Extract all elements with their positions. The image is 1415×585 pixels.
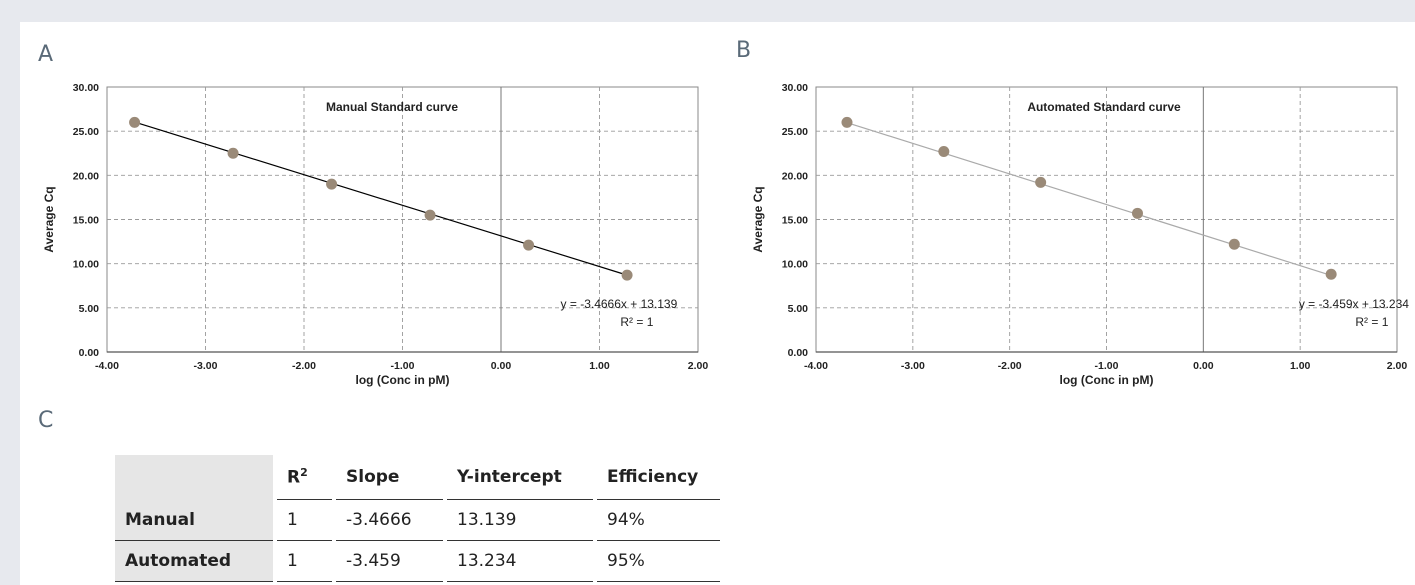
panel-label-c: C xyxy=(38,408,54,433)
y-tick-label: 25.00 xyxy=(782,126,808,138)
y-tick-label: 5.00 xyxy=(788,303,809,315)
y-tick-label: 25.00 xyxy=(73,126,99,138)
data-point xyxy=(938,145,950,157)
y-axis-label: Average Cq xyxy=(751,186,765,252)
cell-r2: 1 xyxy=(277,500,332,541)
y-tick-label: 20.00 xyxy=(782,170,808,182)
header-y-intercept: Y-intercept xyxy=(447,455,593,500)
table-row: Manual 1 -3.4666 13.139 94% xyxy=(115,500,720,541)
row-label-manual: Manual xyxy=(115,500,273,541)
y-tick-label: 10.00 xyxy=(73,259,99,271)
row-label-automated: Automated xyxy=(115,541,273,582)
data-point xyxy=(129,116,141,128)
y-tick-label: 0.00 xyxy=(79,347,100,359)
standard-curve-stats-table: R2 Slope Y-intercept Efficiency Manual 1… xyxy=(115,455,720,582)
x-tick-label: 1.00 xyxy=(1290,360,1311,372)
table-header-row: R2 Slope Y-intercept Efficiency xyxy=(115,455,720,500)
y-tick-label: 15.00 xyxy=(73,215,99,227)
r-squared-label: R² = 1 xyxy=(1355,315,1388,329)
y-tick-label: 30.00 xyxy=(73,82,99,94)
manual-standard-curve-chart: 0.00 5.00 10.00 15.00 20.00 25.00 30.00 -4.00 -3… xyxy=(42,82,709,387)
y-tick-label: 10.00 xyxy=(782,259,808,271)
x-axis-label: log (Conc in pM) xyxy=(1060,373,1154,387)
x-axis-label: log (Conc in pM) xyxy=(356,373,450,387)
data-point xyxy=(841,116,853,128)
y-tick-label: 20.00 xyxy=(73,170,99,182)
y-axis-label: Average Cq xyxy=(42,186,56,252)
x-tick-label: -2.00 xyxy=(998,360,1022,372)
data-point xyxy=(1035,176,1047,188)
data-point xyxy=(326,178,338,190)
header-efficiency: Efficiency xyxy=(597,455,720,500)
cell-slope: -3.4666 xyxy=(336,500,443,541)
chart-title: Manual Standard curve xyxy=(326,100,458,114)
header-r2: R2 xyxy=(277,455,332,500)
x-tick-label: -3.00 xyxy=(194,360,218,372)
x-tick-label: 0.00 xyxy=(491,360,512,372)
cell-y-intercept: 13.234 xyxy=(447,541,593,582)
trendline xyxy=(846,122,1332,277)
x-tick-label: 1.00 xyxy=(589,360,610,372)
data-point xyxy=(523,239,535,251)
cell-slope: -3.459 xyxy=(336,541,443,582)
x-tick-label: -4.00 xyxy=(95,360,119,372)
x-tick-label: -1.00 xyxy=(1095,360,1119,372)
table-row: Automated 1 -3.459 13.234 95% xyxy=(115,541,720,582)
data-point xyxy=(1325,268,1337,280)
trendline-equation: y = -3.4666x + 13.139 xyxy=(561,297,678,311)
chart-title: Automated Standard curve xyxy=(1027,100,1181,114)
panel-label-b: B xyxy=(736,38,752,63)
cell-efficiency: 95% xyxy=(597,541,720,582)
y-tick-label: 30.00 xyxy=(782,82,808,94)
y-tick-label: 15.00 xyxy=(782,215,808,227)
x-tick-label: -2.00 xyxy=(292,360,316,372)
x-tick-label: -1.00 xyxy=(391,360,415,372)
y-tick-label: 5.00 xyxy=(79,303,100,315)
data-point xyxy=(621,269,633,281)
trendline xyxy=(134,121,628,276)
cell-efficiency: 94% xyxy=(597,500,720,541)
panel-label-a: A xyxy=(38,42,54,67)
table-corner-cell xyxy=(115,455,273,500)
header-slope: Slope xyxy=(336,455,443,500)
r-squared-label: R² = 1 xyxy=(620,315,653,329)
x-tick-label: 2.00 xyxy=(688,360,709,372)
data-point xyxy=(424,209,436,221)
x-tick-label: 0.00 xyxy=(1193,360,1214,372)
y-tick-label: 0.00 xyxy=(788,347,809,359)
x-tick-label: 2.00 xyxy=(1387,360,1408,372)
cell-y-intercept: 13.139 xyxy=(447,500,593,541)
cell-r2: 1 xyxy=(277,541,332,582)
x-tick-label: -3.00 xyxy=(901,360,925,372)
x-tick-label: -4.00 xyxy=(804,360,828,372)
data-point xyxy=(227,147,239,159)
trendline-equation: y = -3.459x + 13.234 xyxy=(1299,297,1409,311)
data-point xyxy=(1131,207,1143,219)
figure-sheet: A B C 0.00 5.00 10.00 15.00 20.00 25.00 30.00-… xyxy=(20,22,1415,585)
data-point xyxy=(1228,238,1240,250)
automated-standard-curve-chart: 0.00 5.00 10.00 15.00 20.00 25.00 30.00 -4.00 -3… xyxy=(751,82,1409,387)
